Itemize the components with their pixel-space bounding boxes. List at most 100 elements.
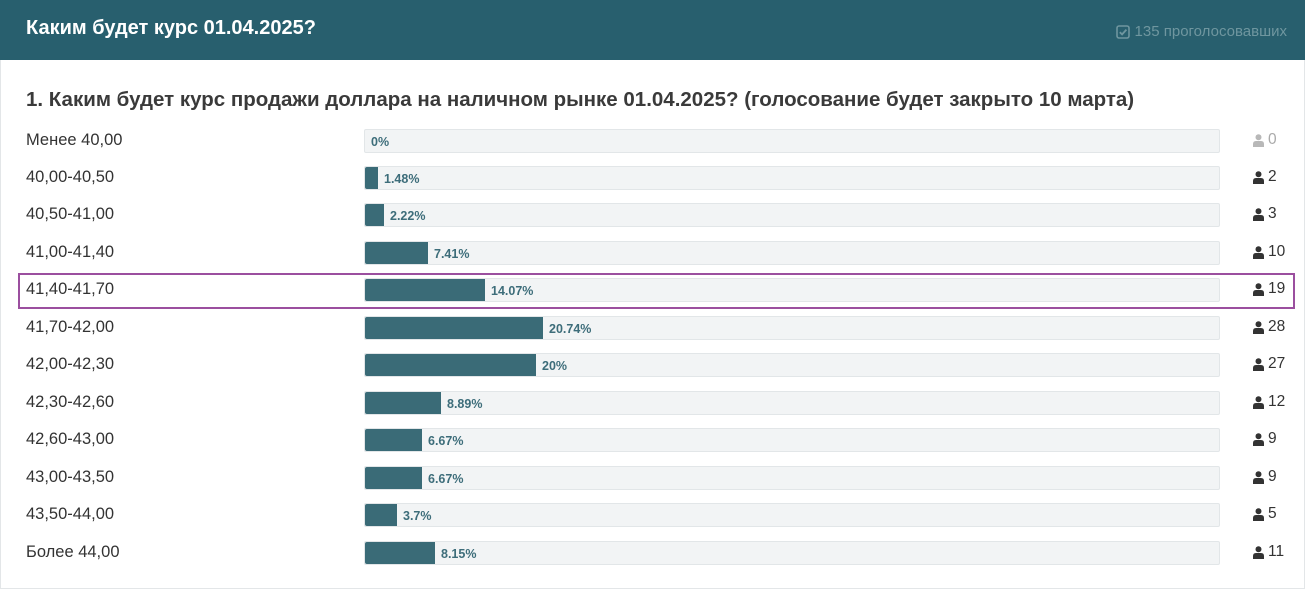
- poll-option-row: 40,50-41,00 2.22% 3: [0, 203, 1305, 229]
- option-label: 42,00-42,30: [26, 355, 115, 373]
- user-icon: [1253, 357, 1264, 371]
- poll-option-row: Более 44,00 8.15% 11: [0, 541, 1305, 567]
- user-icon: [1253, 282, 1264, 296]
- progress-fill: [365, 504, 397, 526]
- vote-count: 19: [1253, 280, 1285, 298]
- poll-option-row: 42,00-42,30 20% 27: [0, 353, 1305, 379]
- question-title: 1. Каким будет курс продажи доллара на н…: [26, 88, 1135, 111]
- vote-count: 12: [1253, 393, 1285, 411]
- user-icon: [1253, 507, 1264, 521]
- user-icon: [1253, 170, 1264, 184]
- vote-count: 27: [1253, 355, 1285, 373]
- poll-title: Каким будет курс 01.04.2025?: [26, 17, 316, 39]
- poll-option-row: 42,30-42,60 8.89% 12: [0, 391, 1305, 417]
- percent-label: 1.48%: [384, 172, 420, 186]
- progress-track: 20.74%: [364, 316, 1220, 340]
- progress-track: 6.67%: [364, 428, 1220, 452]
- progress-track: 6.67%: [364, 466, 1220, 490]
- option-label: 40,50-41,00: [26, 205, 115, 223]
- progress-track: 0%: [364, 129, 1220, 153]
- progress-fill: [365, 204, 384, 226]
- vote-count-value: 2: [1268, 168, 1277, 185]
- user-icon: [1253, 432, 1264, 446]
- progress-track: 1.48%: [364, 166, 1220, 190]
- progress-track: 20%: [364, 353, 1220, 377]
- progress-fill: [365, 167, 378, 189]
- option-label: Более 44,00: [26, 543, 120, 561]
- option-label: 43,50-44,00: [26, 505, 115, 523]
- vote-count-value: 12: [1268, 393, 1286, 410]
- option-label: 40,00-40,50: [26, 168, 115, 186]
- progress-fill: [365, 467, 422, 489]
- vote-count: 10: [1253, 243, 1285, 261]
- vote-count-value: 10: [1268, 243, 1286, 260]
- vote-count-value: 9: [1268, 430, 1277, 447]
- progress-fill: [365, 542, 435, 564]
- vote-count-value: 19: [1268, 280, 1286, 297]
- vote-count-value: 5: [1268, 505, 1277, 522]
- user-icon: [1253, 470, 1264, 484]
- poll-option-row: 41,70-42,00 20.74% 28: [0, 316, 1305, 342]
- user-icon: [1253, 320, 1264, 334]
- vote-count-value: 0: [1268, 131, 1277, 148]
- user-icon: [1253, 245, 1264, 259]
- vote-count-value: 11: [1268, 543, 1285, 560]
- check-square-icon: [1115, 24, 1130, 39]
- vote-count: 0: [1253, 131, 1277, 149]
- option-label: 42,30-42,60: [26, 393, 115, 411]
- poll-option-row: 43,50-44,00 3.7% 5: [0, 503, 1305, 529]
- percent-label: 2.22%: [390, 209, 426, 223]
- poll-option-row: 41,00-41,40 7.41% 10: [0, 241, 1305, 267]
- percent-label: 0%: [371, 135, 390, 149]
- progress-fill: [365, 429, 422, 451]
- highlight-box: [18, 273, 1295, 309]
- progress-track: 2.22%: [364, 203, 1220, 227]
- vote-count: 3: [1253, 205, 1277, 223]
- percent-label: 7.41%: [434, 247, 470, 261]
- user-icon: [1253, 545, 1264, 559]
- vote-count: 9: [1253, 468, 1277, 486]
- percent-label: 20%: [542, 359, 568, 373]
- vote-count-value: 3: [1268, 205, 1277, 222]
- progress-fill: [365, 242, 428, 264]
- progress-fill: [365, 279, 485, 301]
- progress-fill: [365, 392, 441, 414]
- vote-count: 2: [1253, 168, 1277, 186]
- progress-track: 8.89%: [364, 391, 1220, 415]
- percent-label: 6.67%: [428, 472, 464, 486]
- progress-track: 7.41%: [364, 241, 1220, 265]
- user-icon: [1253, 207, 1264, 221]
- vote-count: 9: [1253, 430, 1277, 448]
- poll-option-row: Менее 40,00 0% 0: [0, 129, 1305, 155]
- vote-count: 28: [1253, 318, 1285, 336]
- poll-option-row: 40,00-40,50 1.48% 2: [0, 166, 1305, 192]
- percent-label: 6.67%: [428, 434, 464, 448]
- vote-count-value: 9: [1268, 468, 1277, 485]
- poll-option-row: 43,00-43,50 6.67% 9: [0, 466, 1305, 492]
- voters-count: 135 проголосовавших: [1115, 23, 1287, 40]
- percent-label: 8.89%: [447, 397, 483, 411]
- vote-count-value: 28: [1268, 318, 1286, 335]
- progress-fill: [365, 317, 543, 339]
- option-label: 41,40-41,70: [26, 280, 115, 298]
- voters-label: 135 проголосовавших: [1134, 23, 1287, 40]
- poll-option-row: 42,60-43,00 6.67% 9: [0, 428, 1305, 454]
- poll-option-row: 41,40-41,70 14.07% 19: [0, 278, 1305, 304]
- user-icon: [1253, 395, 1264, 409]
- percent-label: 8.15%: [441, 547, 477, 561]
- option-label: 41,00-41,40: [26, 243, 115, 261]
- progress-fill: [365, 354, 536, 376]
- vote-count: 11: [1253, 543, 1284, 561]
- percent-label: 3.7%: [403, 509, 432, 523]
- vote-count-value: 27: [1268, 355, 1286, 372]
- option-label: 43,00-43,50: [26, 468, 115, 486]
- percent-label: 14.07%: [491, 284, 534, 298]
- option-label: 41,70-42,00: [26, 318, 115, 336]
- progress-track: 14.07%: [364, 278, 1220, 302]
- progress-track: 8.15%: [364, 541, 1220, 565]
- option-label: 42,60-43,00: [26, 430, 115, 448]
- percent-label: 20.74%: [549, 322, 592, 336]
- user-icon: [1253, 133, 1264, 147]
- progress-track: 3.7%: [364, 503, 1220, 527]
- vote-count: 5: [1253, 505, 1277, 523]
